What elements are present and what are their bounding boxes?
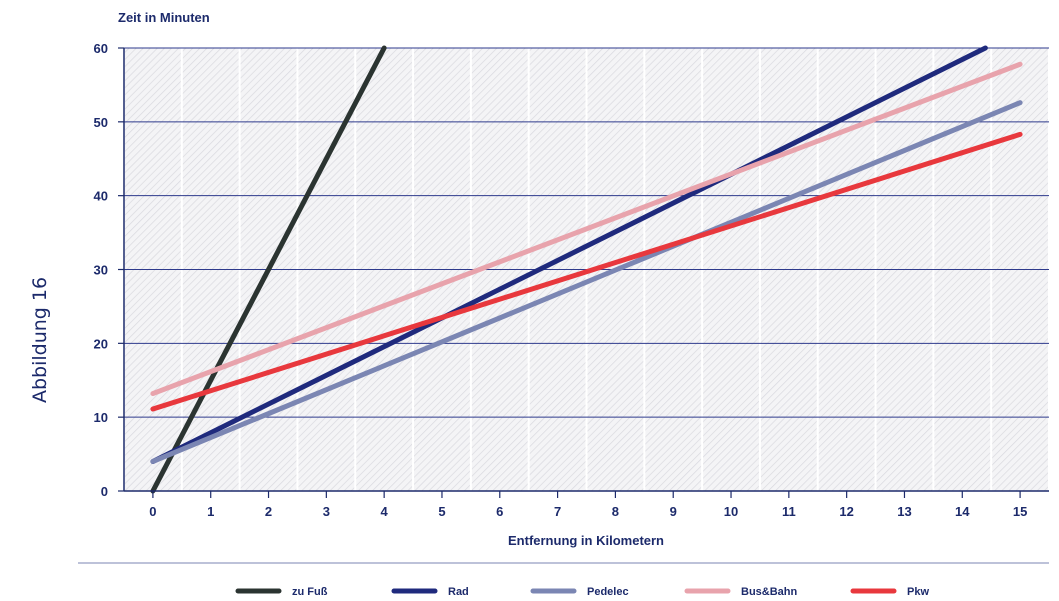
legend: zu Fuß Rad Pedelec Bus&Bahn Pkw [235, 586, 929, 598]
x-tick-label: 11 [782, 504, 796, 519]
legend-label: zu Fuß [292, 586, 328, 598]
y-tick-label: 20 [94, 336, 108, 351]
y-tick-label: 40 [94, 189, 108, 204]
x-tick-label: 15 [1013, 504, 1027, 519]
x-tick-label: 3 [323, 504, 330, 519]
legend-label: Pkw [907, 586, 929, 598]
series-line [150, 131, 1023, 412]
x-tick-label: 0 [149, 504, 156, 519]
x-tick-label: 12 [839, 504, 853, 519]
figure-label: Abbildung 16 [29, 277, 51, 403]
series-line [150, 45, 387, 494]
series-line [150, 61, 1023, 397]
x-axis-title: Entfernung in Kilometern [508, 533, 664, 548]
x-tick-label: 8 [612, 504, 619, 519]
x-tick-label: 10 [724, 504, 738, 519]
x-tick-label: 13 [897, 504, 911, 519]
y-axis-title: Zeit in Minuten [118, 10, 210, 25]
grid [123, 47, 1050, 491]
y-tick-label: 10 [94, 410, 108, 425]
series-line [150, 45, 988, 464]
series-line [150, 100, 1023, 464]
x-tick-label: 1 [207, 504, 214, 519]
x-tick-label: 14 [955, 504, 970, 519]
legend-label: Bus&Bahn [741, 586, 798, 598]
x-tick-label: 7 [554, 504, 561, 519]
x-tick-label: 5 [438, 504, 445, 519]
x-tick-label: 2 [265, 504, 272, 519]
x-tick-label: 6 [496, 504, 503, 519]
y-tick-label: 0 [101, 484, 108, 499]
y-tick-label: 30 [94, 263, 108, 278]
legend-label: Rad [448, 586, 469, 598]
legend-label: Pedelec [587, 586, 629, 598]
x-tick-label: 9 [670, 504, 677, 519]
y-tick-label: 50 [94, 115, 108, 130]
series-lines [150, 45, 1023, 494]
y-tick-label: 60 [94, 41, 108, 56]
x-tick-label: 4 [381, 504, 389, 519]
